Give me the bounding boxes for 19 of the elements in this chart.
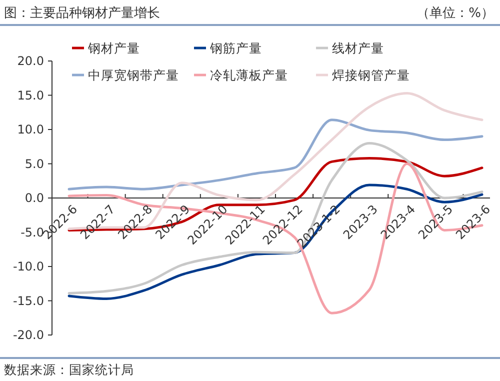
legend-label: 钢筋产量	[209, 40, 262, 56]
line-series	[68, 118, 484, 190]
y-tick-label: -15.0	[12, 294, 44, 308]
y-tick-label: 15.0	[17, 88, 44, 102]
y-tick-label: 5.0	[24, 156, 44, 171]
legend-label: 冷轧薄板产量	[210, 67, 288, 82]
legend-label: 中厚宽钢带产量	[88, 67, 179, 82]
chart-title: 图：主要品种钢材产量增长	[4, 5, 160, 21]
legend-label: 钢材产量	[87, 40, 140, 56]
y-tick-label: 0.0	[24, 191, 44, 206]
y-tick-label: -5.0	[20, 225, 44, 240]
legend-label: 线材产量	[332, 40, 384, 56]
y-tick-label: -20.0	[12, 328, 44, 342]
source-note: 数据来源：国家统计局	[4, 362, 134, 377]
y-tick-label: 10.0	[17, 122, 44, 137]
legend-label: 焊接钢管产量	[332, 67, 410, 82]
y-tick-label: -10.0	[12, 260, 44, 274]
y-tick-label: 20.0	[17, 54, 44, 68]
y-axis-title: （单位：%）	[416, 6, 494, 21]
